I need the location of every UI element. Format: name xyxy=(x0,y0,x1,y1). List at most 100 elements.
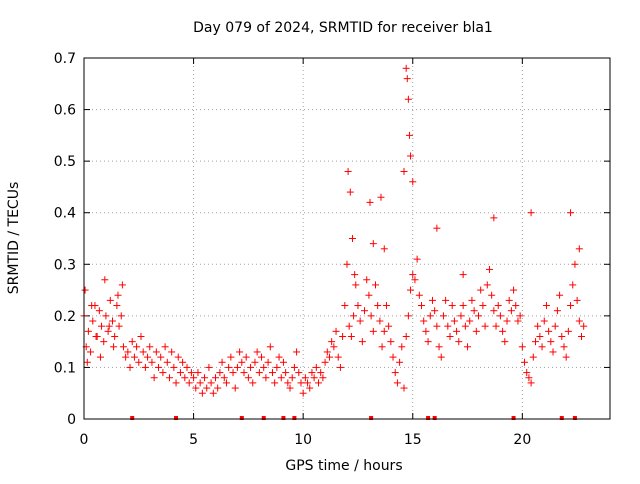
zero-point xyxy=(261,416,266,420)
data-point xyxy=(422,327,430,335)
data-point xyxy=(286,384,294,392)
data-point xyxy=(439,312,447,320)
data-point xyxy=(459,302,467,310)
data-point xyxy=(100,338,108,346)
data-point xyxy=(251,358,259,366)
x-tick-label: 15 xyxy=(404,432,422,448)
data-point xyxy=(527,209,535,217)
data-point xyxy=(510,286,518,294)
data-point xyxy=(409,178,417,186)
data-point xyxy=(126,363,134,371)
data-point xyxy=(567,209,575,217)
data-point xyxy=(536,332,544,340)
data-point xyxy=(457,312,465,320)
data-point xyxy=(562,353,570,361)
data-point xyxy=(558,332,566,340)
data-point xyxy=(111,332,119,340)
data-point xyxy=(415,291,423,299)
data-point xyxy=(216,369,224,377)
data-point xyxy=(190,374,198,382)
data-point xyxy=(547,338,555,346)
data-point xyxy=(424,338,432,346)
data-point xyxy=(336,363,344,371)
data-point xyxy=(398,343,406,351)
zero-point xyxy=(281,416,286,420)
data-point xyxy=(393,379,401,387)
data-point xyxy=(312,363,320,371)
data-point xyxy=(105,322,113,330)
data-point xyxy=(571,260,579,268)
data-point xyxy=(321,358,329,366)
data-point xyxy=(442,296,450,304)
data-point xyxy=(308,369,316,377)
data-point xyxy=(135,358,143,366)
data-point xyxy=(479,302,487,310)
axis-ticks xyxy=(83,57,610,420)
data-point xyxy=(529,353,537,361)
data-point xyxy=(448,302,456,310)
data-point xyxy=(222,379,230,387)
grid-lines xyxy=(84,58,610,419)
data-point xyxy=(363,276,371,284)
data-point xyxy=(464,343,472,351)
data-point xyxy=(351,271,359,279)
data-point xyxy=(214,384,222,392)
data-point xyxy=(95,307,103,315)
data-point xyxy=(115,322,123,330)
data-point xyxy=(352,281,360,289)
data-point xyxy=(365,291,373,299)
data-point xyxy=(407,152,415,160)
data-point xyxy=(387,338,395,346)
data-point xyxy=(92,332,100,340)
data-point xyxy=(238,358,246,366)
data-point xyxy=(446,332,454,340)
data-point xyxy=(426,312,434,320)
data-point xyxy=(170,363,178,371)
data-point xyxy=(444,322,452,330)
data-point xyxy=(236,348,244,356)
x-tick-label: 5 xyxy=(189,432,198,448)
data-point xyxy=(501,338,509,346)
data-point xyxy=(409,271,417,279)
data-point xyxy=(404,95,412,103)
data-point xyxy=(315,379,323,387)
data-point xyxy=(332,327,340,335)
data-point xyxy=(468,296,476,304)
data-point xyxy=(122,353,130,361)
data-point xyxy=(139,348,147,356)
data-point xyxy=(433,224,441,232)
data-point xyxy=(102,312,110,320)
data-point xyxy=(371,281,379,289)
data-point xyxy=(347,332,355,340)
data-point xyxy=(389,353,397,361)
data-point xyxy=(499,327,507,335)
data-point xyxy=(374,302,382,310)
data-point xyxy=(225,363,233,371)
data-point xyxy=(437,353,445,361)
data-point xyxy=(490,214,498,222)
data-point xyxy=(345,322,353,330)
data-point xyxy=(155,363,163,371)
data-point xyxy=(284,379,292,387)
data-point xyxy=(207,379,215,387)
data-point xyxy=(472,327,480,335)
data-point xyxy=(496,312,504,320)
data-point xyxy=(350,312,358,320)
data-point xyxy=(481,322,489,330)
data-point xyxy=(141,363,149,371)
data-point xyxy=(253,348,261,356)
data-point xyxy=(470,307,478,315)
data-point xyxy=(244,374,252,382)
data-point xyxy=(249,379,257,387)
data-point xyxy=(172,379,180,387)
data-point xyxy=(212,374,219,382)
data-point xyxy=(402,64,410,72)
data-point xyxy=(181,374,189,382)
data-point xyxy=(157,353,165,361)
data-point xyxy=(407,286,415,294)
data-point xyxy=(110,343,118,351)
data-point xyxy=(575,245,583,253)
data-point xyxy=(255,369,263,377)
y-tick-label: 0.4 xyxy=(54,206,76,222)
